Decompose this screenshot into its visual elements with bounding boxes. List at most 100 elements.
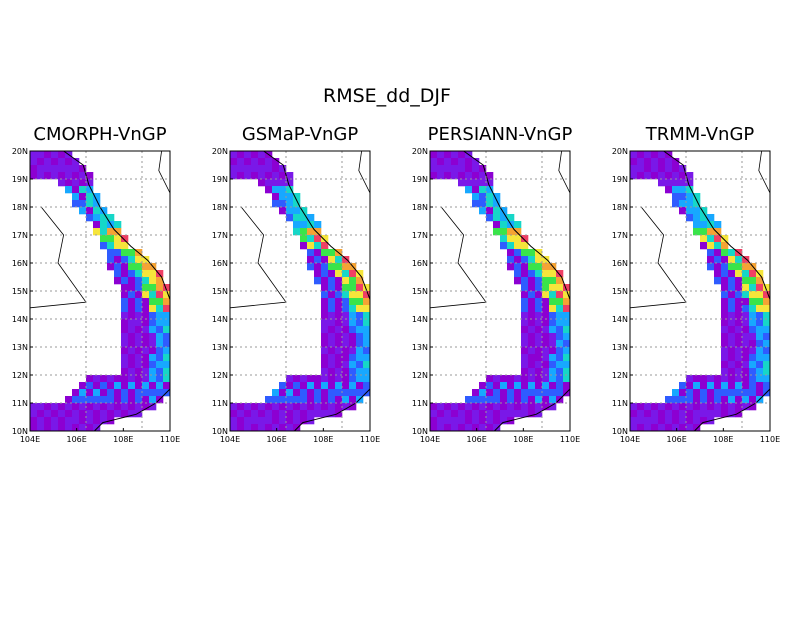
- lat-label: 16N: [212, 259, 228, 268]
- rmse-cell: [44, 165, 52, 173]
- rmse-cell: [665, 410, 673, 418]
- rmse-cell: [528, 375, 536, 383]
- rmse-cell: [679, 179, 687, 187]
- rmse-cell: [363, 347, 370, 355]
- rmse-cell: [542, 396, 550, 404]
- rmse-cell: [149, 291, 157, 299]
- rmse-cell: [430, 410, 438, 418]
- rmse-cell: [430, 172, 438, 180]
- rmse-cell: [563, 333, 570, 341]
- rmse-cell: [321, 284, 329, 292]
- rmse-cell: [707, 214, 715, 222]
- rmse-cell: [451, 165, 459, 173]
- rmse-cell: [686, 214, 694, 222]
- rmse-cell: [528, 263, 536, 271]
- rmse-cell: [535, 312, 543, 320]
- rmse-cell: [479, 424, 487, 431]
- rmse-cell: [500, 410, 508, 418]
- rmse-cell: [370, 305, 377, 312]
- rmse-cell: [307, 256, 315, 264]
- rmse-cell: [335, 403, 343, 411]
- rmse-cell: [121, 326, 129, 334]
- rmse-cell: [142, 270, 150, 278]
- lon-label: 110E: [160, 435, 180, 444]
- rmse-cell: [465, 172, 473, 180]
- rmse-cell: [142, 396, 150, 404]
- rmse-cell: [658, 417, 666, 425]
- rmse-cell: [107, 375, 115, 383]
- rmse-cell: [135, 354, 143, 362]
- rmse-cell: [742, 256, 750, 264]
- rmse-cell: [314, 382, 322, 390]
- rmse-cell: [721, 249, 729, 257]
- rmse-cell: [542, 354, 550, 362]
- rmse-cell: [658, 424, 666, 431]
- rmse-cell: [458, 151, 466, 159]
- rmse-cell: [693, 207, 701, 215]
- rmse-cell: [251, 424, 259, 431]
- rmse-cell: [665, 186, 673, 194]
- rmse-cell: [265, 158, 273, 166]
- rmse-cell: [370, 319, 377, 326]
- rmse-cell: [342, 403, 350, 411]
- rmse-cell: [630, 417, 638, 425]
- rmse-cell: [86, 403, 94, 411]
- rmse-cell: [314, 277, 322, 285]
- rmse-cell: [170, 326, 177, 333]
- rmse-cell: [349, 361, 357, 369]
- rmse-cell: [44, 403, 52, 411]
- rmse-cell: [486, 193, 494, 201]
- country-border: [430, 206, 487, 309]
- rmse-cell: [170, 305, 177, 312]
- rmse-cell: [65, 158, 73, 166]
- rmse-cell: [742, 368, 750, 376]
- rmse-cell: [93, 389, 101, 397]
- lat-label: 14N: [212, 315, 228, 324]
- rmse-cell: [535, 354, 543, 362]
- rmse-cell: [349, 319, 357, 327]
- rmse-cell: [177, 354, 184, 361]
- rmse-cell: [479, 410, 487, 418]
- lat-label: 19N: [612, 175, 628, 184]
- rmse-cell: [556, 340, 564, 348]
- rmse-cell: [521, 403, 529, 411]
- rmse-cell: [342, 340, 350, 348]
- rmse-cell: [328, 389, 336, 397]
- rmse-cell: [100, 235, 108, 243]
- rmse-cell: [272, 179, 280, 187]
- rmse-cell: [679, 172, 687, 180]
- rmse-cell: [707, 410, 715, 418]
- lon-label: 110E: [360, 435, 380, 444]
- rmse-cell: [156, 354, 164, 362]
- rmse-cell: [314, 403, 322, 411]
- rmse-cell: [356, 340, 364, 348]
- rmse-cell: [749, 333, 757, 341]
- rmse-cell: [335, 270, 343, 278]
- rmse-cell: [637, 165, 645, 173]
- rmse-cell: [258, 151, 266, 159]
- rmse-cell: [493, 221, 501, 229]
- rmse-cell: [430, 424, 438, 431]
- rmse-cell: [272, 158, 280, 166]
- rmse-cell: [65, 410, 73, 418]
- rmse-cell: [237, 424, 245, 431]
- rmse-cell: [735, 368, 743, 376]
- rmse-cell: [328, 277, 336, 285]
- rmse-cell: [672, 165, 680, 173]
- rmse-cell: [279, 207, 287, 215]
- rmse-cell: [735, 375, 743, 383]
- rmse-cell: [479, 403, 487, 411]
- rmse-cell: [465, 186, 473, 194]
- rmse-cell: [542, 389, 550, 397]
- rmse-cell: [728, 410, 736, 418]
- rmse-cell: [514, 221, 522, 229]
- rmse-cell: [735, 361, 743, 369]
- rmse-cell: [549, 347, 557, 355]
- rmse-cell: [693, 424, 701, 431]
- rmse-cell: [521, 256, 529, 264]
- rmse-cell: [556, 382, 564, 390]
- rmse-cell: [279, 172, 287, 180]
- rmse-cell: [135, 263, 143, 271]
- rmse-cell: [528, 403, 536, 411]
- rmse-cell: [472, 165, 480, 173]
